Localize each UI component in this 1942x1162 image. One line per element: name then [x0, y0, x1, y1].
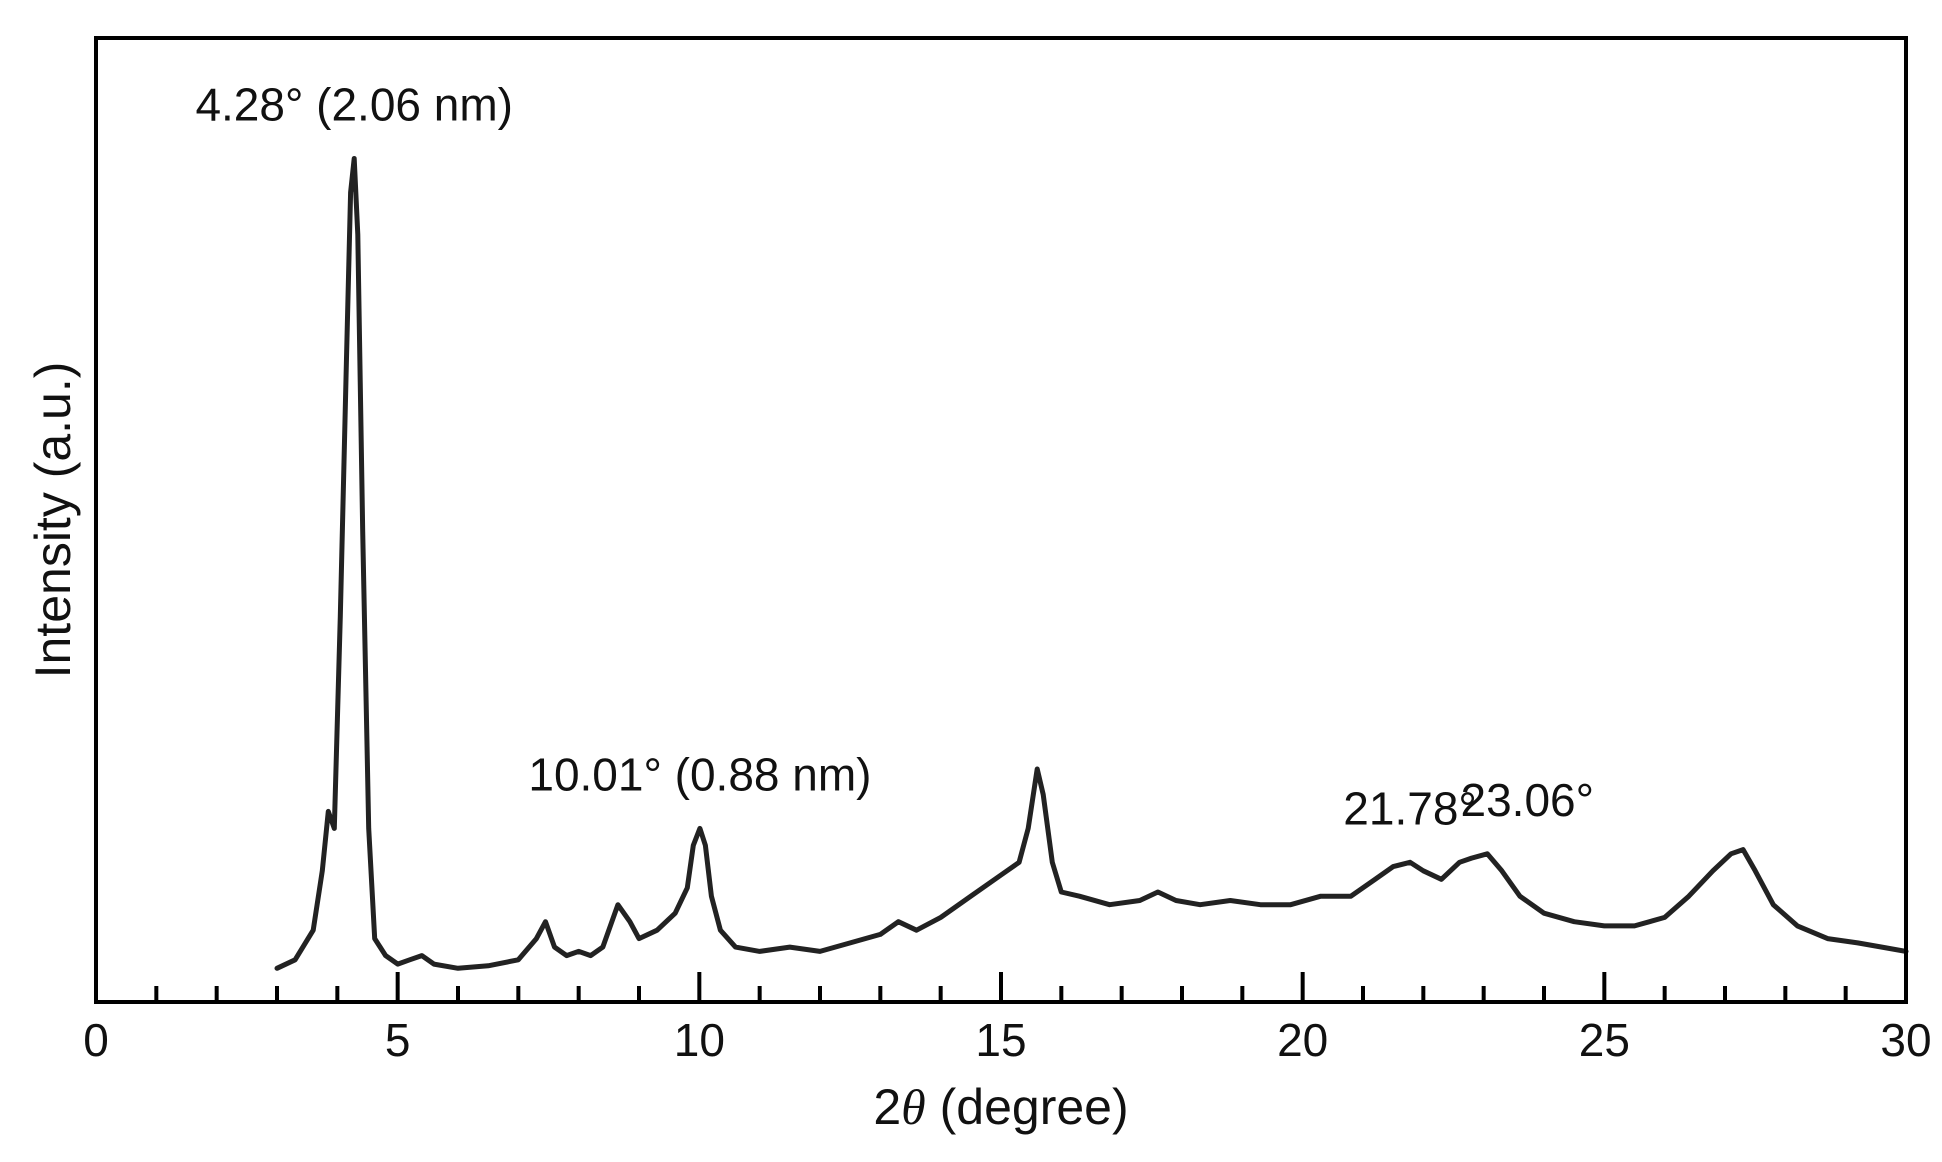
x-tick-label: 5	[385, 1014, 411, 1066]
x-tick-label: 30	[1880, 1014, 1931, 1066]
x-axis-label-suffix: (degree)	[926, 1079, 1129, 1135]
peak-annotation: 21.78°	[1343, 782, 1477, 834]
peak-annotations: 4.28° (2.06 nm) 10.01° (0.88 nm) 21.78°23.…	[195, 78, 1594, 834]
peak-annotation: 10.01° (0.88 nm)	[528, 748, 871, 800]
x-axis-label: 2θ (degree)	[873, 1079, 1128, 1135]
x-tick-label: 15	[975, 1014, 1026, 1066]
y-axis-label: Intensity (a.u.)	[25, 362, 81, 679]
x-tick-label: 25	[1579, 1014, 1630, 1066]
peak-annotation: 23.06°	[1461, 774, 1595, 826]
theta-symbol: θ	[901, 1079, 926, 1135]
x-tick-labels: 0 5 10 15 20 25 30	[83, 1014, 1931, 1066]
peak-annotation: 4.28° (2.06 nm)	[195, 78, 513, 130]
plot-frame	[94, 36, 1908, 1004]
x-axis-ticks	[94, 972, 1908, 1002]
series-line	[274, 156, 1909, 971]
x-axis-label-prefix: 2	[873, 1079, 901, 1135]
x-tick-label: 0	[83, 1014, 109, 1066]
x-tick-label: 20	[1277, 1014, 1328, 1066]
x-tick-label: 10	[674, 1014, 725, 1066]
